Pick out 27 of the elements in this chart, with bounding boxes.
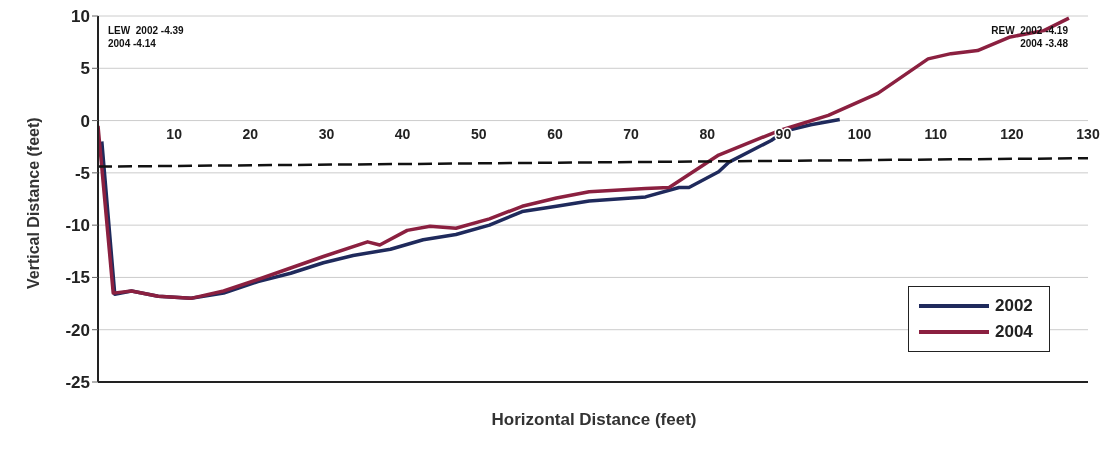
x-tick-label: 80	[699, 125, 716, 142]
x-tick-label: 100	[847, 125, 872, 142]
x-tick-label: 20	[242, 125, 259, 142]
y-tick-label: 5	[80, 59, 90, 79]
x-tick-label: 90	[775, 125, 792, 142]
x-axis-title: Horizontal Distance (feet)	[490, 410, 698, 430]
x-tick-label: 70	[623, 125, 640, 142]
y-axis-title: Vertical Distance (feet)	[24, 117, 42, 289]
x-tick-label: 110	[924, 125, 948, 142]
x-tick-label: 120	[1000, 125, 1024, 142]
line-series	[98, 16, 1071, 301]
y-tick-label: 0	[80, 111, 90, 131]
x-tick-label: 40	[394, 125, 411, 142]
x-tick-label: 50	[470, 125, 487, 142]
x-tick-label: 10	[166, 125, 183, 142]
x-tick-label: 60	[547, 125, 563, 142]
y-tick-label: -5	[74, 163, 90, 183]
x-tick-label: 130	[1076, 125, 1100, 142]
y-tick-label: -10	[65, 216, 90, 236]
legend-label: 2004	[995, 322, 1033, 342]
y-tick-label: -20	[65, 320, 90, 340]
x-tick-label: 30	[318, 125, 335, 142]
annotation: LEW 2002 -4.39 2004 -4.14	[108, 24, 184, 50]
legend-label: 2002	[995, 296, 1033, 316]
y-tick-label: -15	[65, 268, 90, 288]
y-tick-label: -25	[65, 373, 90, 393]
y-tick-label: 10	[71, 7, 90, 27]
